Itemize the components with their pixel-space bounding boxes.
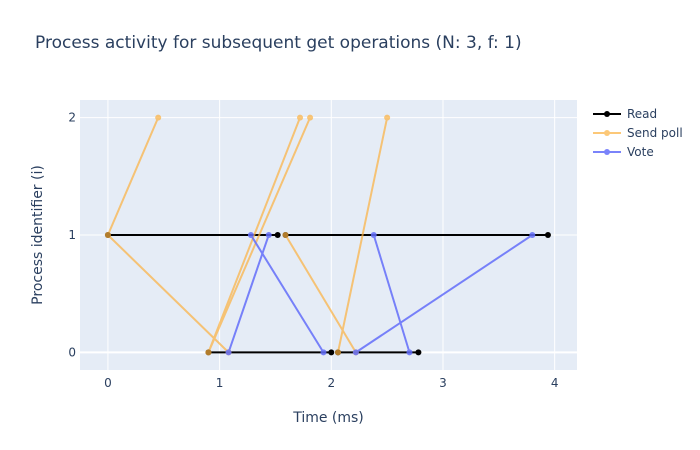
vote-point [370, 232, 377, 238]
send-poll-segment [207, 117, 301, 353]
send-poll-segment [337, 117, 389, 353]
vote-segment [355, 234, 533, 354]
legend-item-vote[interactable]: Vote [593, 145, 654, 159]
send-poll-point [205, 349, 212, 356]
send-poll-point [384, 114, 391, 121]
send-poll-segment [207, 117, 311, 353]
vote-point [320, 349, 327, 356]
legend-item-read[interactable]: Read [593, 107, 657, 121]
legend-swatch [593, 130, 621, 136]
send-poll-point [307, 114, 314, 121]
legend-label: Read [627, 107, 657, 121]
send-poll-point [155, 114, 162, 121]
series-send-poll [104, 114, 391, 356]
legend-swatch [593, 149, 621, 155]
legend-item-send-poll[interactable]: Send poll [593, 126, 683, 140]
read-point [544, 232, 551, 238]
vote-point [352, 349, 359, 356]
send-poll-segment [107, 234, 230, 354]
read-point [274, 232, 281, 238]
y-axis-title: Process identifier (i) [30, 165, 46, 305]
vote-point [225, 349, 232, 356]
vote-point [529, 232, 536, 238]
vote-point [406, 349, 413, 356]
send-poll-point [282, 232, 289, 238]
x-tick-label: 4 [551, 376, 559, 390]
send-poll-point [334, 349, 341, 356]
send-poll-segment [107, 117, 160, 236]
series-vote [225, 232, 536, 356]
y-tick-label: 0 [68, 345, 76, 359]
chart-title: Process activity for subsequent get oper… [35, 33, 522, 53]
x-tick-label: 0 [104, 376, 112, 390]
read-point [415, 349, 422, 356]
tick-labels: 0 1 2 3 4 0 1 2 [68, 111, 558, 390]
read-point [328, 349, 335, 356]
legend-label: Vote [627, 145, 654, 159]
send-poll-point [104, 232, 111, 238]
y-tick-label: 1 [68, 228, 76, 242]
x-tick-label: 3 [439, 376, 447, 390]
send-poll-point [297, 114, 304, 121]
legend-swatch [593, 111, 621, 117]
vote-segment [372, 234, 411, 353]
x-tick-label: 1 [216, 376, 224, 390]
vote-segment [250, 234, 325, 353]
legend[interactable]: Read Send poll Vote [593, 107, 683, 159]
legend-label: Send poll [627, 126, 683, 140]
x-axis-title: Time (ms) [292, 410, 364, 426]
x-tick-label: 2 [327, 376, 335, 390]
y-tick-label: 2 [68, 111, 76, 125]
vote-point [247, 232, 254, 238]
send-poll-segment [284, 234, 357, 353]
series-layer [104, 114, 551, 356]
vote-point [265, 232, 272, 238]
